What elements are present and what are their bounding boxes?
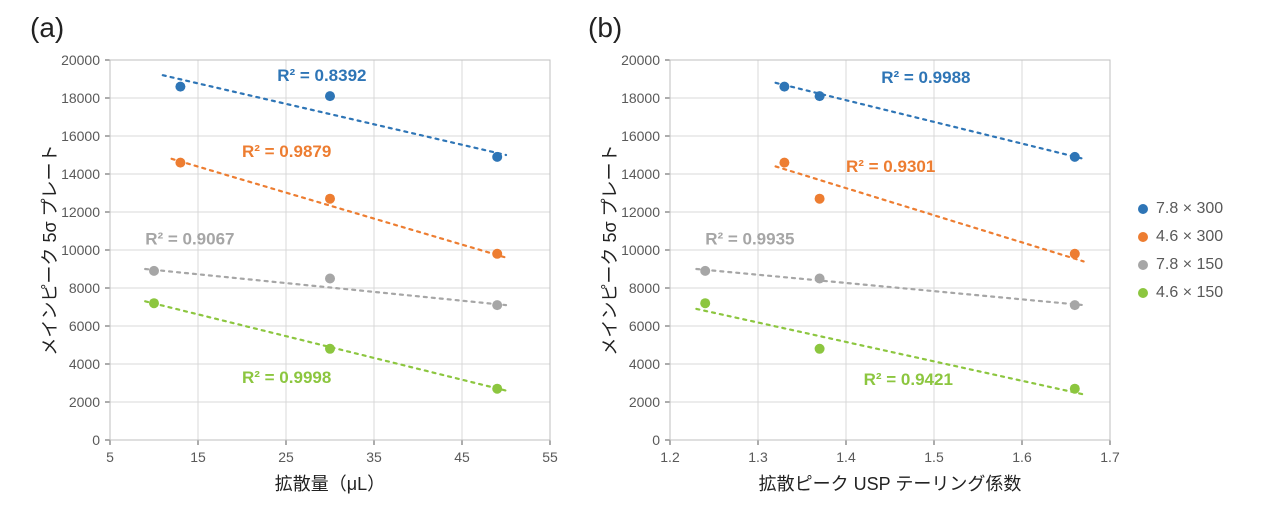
legend-dot-icon (1138, 260, 1148, 270)
y-tick-label: 14000 (621, 166, 660, 182)
legend-item: 4.6 × 300 (1138, 228, 1223, 246)
y-tick-label: 16000 (621, 128, 660, 144)
y-tick-label: 20000 (621, 52, 660, 68)
y-tick-label: 8000 (629, 280, 660, 296)
panel-label-b: (b) (588, 12, 622, 44)
y-tick-label: 2000 (69, 394, 100, 410)
y-tick-label: 12000 (621, 204, 660, 220)
x-tick-label: 1.7 (1100, 449, 1120, 465)
r2-label: R² = 0.9067 (145, 229, 234, 248)
legend-dot-icon (1138, 288, 1148, 298)
y-tick-label: 10000 (621, 242, 660, 258)
y-tick-label: 0 (92, 432, 100, 448)
x-tick-label: 45 (454, 449, 470, 465)
chart-b: 1.2 1.3 1.4 1.5 1.6 1.7 0 2000 4000 6000 8000 10000… (600, 50, 1120, 500)
x-tick-label: 1.3 (748, 449, 768, 465)
x-tick-label: 1.5 (924, 449, 944, 465)
x-tick-label: 1.4 (836, 449, 856, 465)
x-axis-label: 拡散量（μL） (275, 474, 385, 494)
r2-label: R² = 0.9935 (705, 229, 794, 248)
legend-item: 7.8 × 150 (1138, 256, 1223, 274)
y-tick-label: 8000 (69, 280, 100, 296)
y-tick-label: 6000 (69, 318, 100, 334)
x-tick-label: 1.6 (1012, 449, 1032, 465)
chart-a: 5 15 25 35 45 55 0 2000 4000 6000 8000 10000 12000 14… (40, 50, 560, 500)
legend-label: 4.6 × 150 (1156, 284, 1223, 302)
x-tick-label: 1.2 (660, 449, 680, 465)
panel-label-a: (a) (30, 12, 64, 44)
x-tick-label: 25 (278, 449, 294, 465)
r2-label: R² = 0.9301 (846, 157, 935, 176)
y-tick-label: 4000 (629, 356, 660, 372)
r2-label: R² = 0.9879 (242, 142, 331, 161)
y-tick-label: 10000 (61, 242, 100, 258)
r2-label: R² = 0.9421 (864, 370, 953, 389)
y-tick-label: 20000 (61, 52, 100, 68)
y-axis-label: メインピーク 5σ プレート (600, 144, 620, 355)
x-tick-label: 35 (366, 449, 382, 465)
legend-label: 7.8 × 300 (1156, 200, 1223, 218)
y-tick-label: 12000 (61, 204, 100, 220)
y-tick-label: 2000 (629, 394, 660, 410)
legend-dot-icon (1138, 232, 1148, 242)
y-tick-label: 16000 (61, 128, 100, 144)
x-axis-label: 拡散ピーク USP テーリング係数 (759, 474, 1022, 494)
legend-item: 4.6 × 150 (1138, 284, 1223, 302)
legend-item: 7.8 × 300 (1138, 200, 1223, 218)
y-tick-label: 18000 (61, 90, 100, 106)
y-tick-label: 0 (652, 432, 660, 448)
y-tick-label: 14000 (61, 166, 100, 182)
x-tick-label: 55 (542, 449, 558, 465)
legend-label: 4.6 × 300 (1156, 228, 1223, 246)
r2-label: R² = 0.9998 (242, 368, 331, 387)
y-tick-label: 6000 (629, 318, 660, 334)
r2-label: R² = 0.9988 (881, 68, 970, 87)
r2-label: R² = 0.8392 (277, 66, 366, 85)
y-axis-label: メインピーク 5σ プレート (40, 144, 60, 355)
x-tick-label: 5 (106, 449, 114, 465)
legend-dot-icon (1138, 204, 1148, 214)
x-tick-label: 15 (190, 449, 206, 465)
y-tick-label: 4000 (69, 356, 100, 372)
y-tick-label: 18000 (621, 90, 660, 106)
legend: 7.8 × 300 4.6 × 300 7.8 × 150 4.6 × 150 (1138, 200, 1223, 302)
legend-label: 7.8 × 150 (1156, 256, 1223, 274)
